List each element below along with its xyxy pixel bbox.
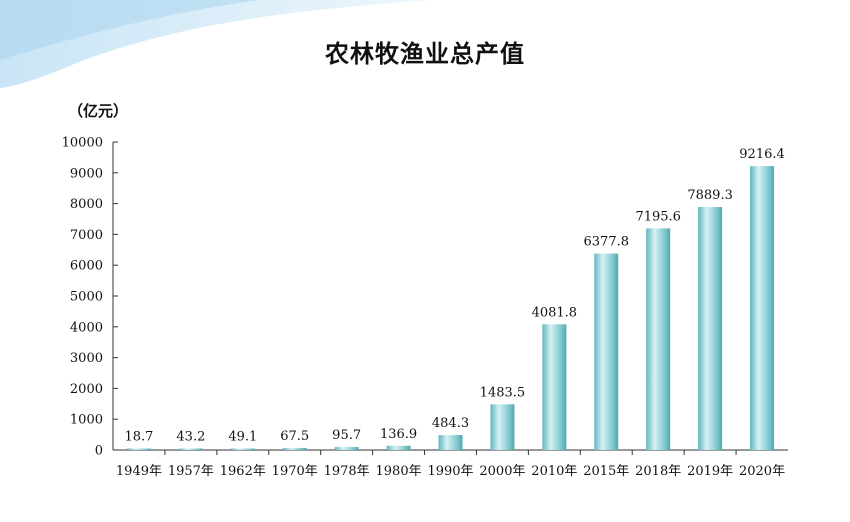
x-tick-label: 2019年 [687, 464, 733, 479]
bar [542, 324, 567, 450]
y-axis-unit-label: （亿元） [68, 102, 129, 120]
y-tick-label: 7000 [70, 228, 103, 243]
y-tick-label: 6000 [70, 259, 103, 274]
bar [334, 447, 359, 450]
data-label: 43.2 [176, 430, 205, 445]
data-label: 67.5 [280, 429, 309, 444]
data-label: 95.7 [332, 428, 361, 443]
data-label: 9216.4 [739, 147, 785, 162]
data-label: 484.3 [432, 416, 469, 431]
bar [646, 228, 671, 450]
data-label: 7889.3 [687, 188, 733, 203]
y-tick-label: 5000 [70, 290, 103, 305]
y-tick-label: 8000 [70, 197, 103, 212]
y-tick-label: 10000 [62, 136, 103, 151]
bar [594, 253, 619, 450]
x-tick-label: 2010年 [531, 464, 577, 479]
bar [698, 207, 723, 450]
y-tick-label: 1000 [70, 413, 103, 428]
bar [386, 445, 411, 450]
data-label: 49.1 [228, 429, 257, 444]
bar [490, 404, 515, 450]
bar [178, 448, 203, 450]
x-tick-label: 2015年 [583, 464, 629, 479]
x-tick-label: 1978年 [324, 464, 370, 479]
data-label: 136.9 [380, 427, 417, 442]
y-tick-label: 3000 [70, 351, 103, 366]
x-tick-label: 2000年 [479, 464, 525, 479]
data-label: 4081.8 [532, 305, 578, 320]
y-tick-label: 0 [95, 444, 103, 459]
x-tick-label: 1970年 [272, 464, 318, 479]
x-tick-label: 1980年 [376, 464, 422, 479]
data-label: 6377.8 [584, 235, 630, 250]
bar [230, 448, 255, 450]
chart-title: 农林牧渔业总产值 [325, 40, 525, 68]
x-tick-label: 1962年 [220, 464, 266, 479]
data-label: 1483.5 [480, 385, 526, 400]
data-label: 7195.6 [635, 209, 681, 224]
data-label: 18.7 [124, 430, 153, 445]
wave-shape-2 [0, 0, 260, 60]
y-tick-label: 2000 [70, 382, 103, 397]
x-tick-label: 1949年 [116, 464, 162, 479]
x-tick-label: 2018年 [635, 464, 681, 479]
x-tick-label: 2020年 [739, 464, 785, 479]
bar [282, 447, 307, 450]
bar [750, 166, 775, 450]
bar [438, 435, 463, 450]
y-tick-label: 4000 [70, 320, 103, 335]
bar [126, 448, 151, 450]
x-tick-label: 1957年 [168, 464, 214, 479]
y-tick-label: 9000 [70, 166, 103, 181]
x-tick-label: 1990年 [427, 464, 473, 479]
